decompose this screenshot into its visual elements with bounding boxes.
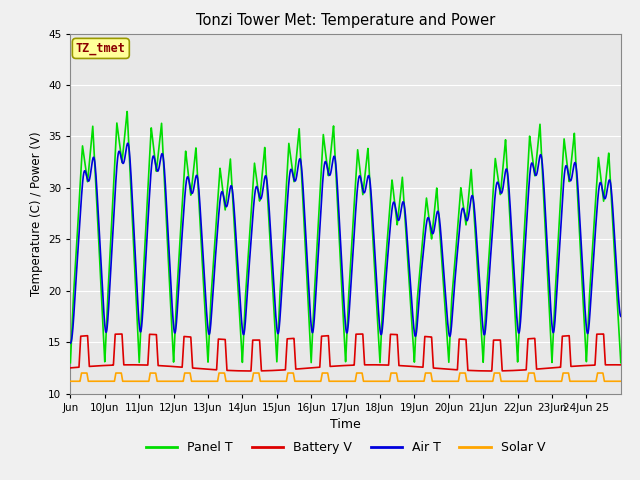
Battery V xyxy=(425,334,433,340)
Air T xyxy=(166,275,174,280)
Solar V xyxy=(67,378,74,384)
Air T xyxy=(519,278,527,284)
Solar V xyxy=(397,378,404,384)
Air T xyxy=(124,140,132,146)
Panel T xyxy=(166,300,174,305)
Panel T xyxy=(277,277,285,283)
Air T xyxy=(477,303,485,309)
Solar V xyxy=(617,378,625,384)
Air T xyxy=(277,303,285,309)
Air T xyxy=(617,313,625,319)
Solar V xyxy=(477,378,485,384)
Solar V xyxy=(166,378,174,384)
Battery V xyxy=(477,368,485,374)
Battery V xyxy=(67,365,74,371)
Panel T xyxy=(124,108,131,114)
Battery V xyxy=(519,367,527,373)
Air T xyxy=(67,340,74,346)
Battery V xyxy=(247,368,255,374)
Air T xyxy=(397,210,404,216)
Title: Tonzi Tower Met: Temperature and Power: Tonzi Tower Met: Temperature and Power xyxy=(196,13,495,28)
X-axis label: Time: Time xyxy=(330,418,361,431)
Panel T xyxy=(67,360,74,366)
Solar V xyxy=(77,370,85,376)
Battery V xyxy=(118,331,126,337)
Legend: Panel T, Battery V, Air T, Solar V: Panel T, Battery V, Air T, Solar V xyxy=(141,436,550,459)
Y-axis label: Temperature (C) / Power (V): Temperature (C) / Power (V) xyxy=(29,132,43,296)
Line: Air T: Air T xyxy=(70,143,621,343)
Panel T xyxy=(617,360,625,366)
Battery V xyxy=(277,367,285,373)
Battery V xyxy=(397,363,404,369)
Panel T xyxy=(519,252,527,257)
Battery V xyxy=(617,362,625,368)
Battery V xyxy=(166,363,174,369)
Line: Panel T: Panel T xyxy=(70,111,621,363)
Solar V xyxy=(424,370,432,376)
Line: Solar V: Solar V xyxy=(70,373,621,381)
Line: Battery V: Battery V xyxy=(70,334,621,371)
Panel T xyxy=(424,211,432,217)
Text: TZ_tmet: TZ_tmet xyxy=(76,42,126,55)
Panel T xyxy=(477,326,485,332)
Air T xyxy=(424,215,432,221)
Solar V xyxy=(277,378,285,384)
Solar V xyxy=(519,378,527,384)
Panel T xyxy=(397,191,404,196)
